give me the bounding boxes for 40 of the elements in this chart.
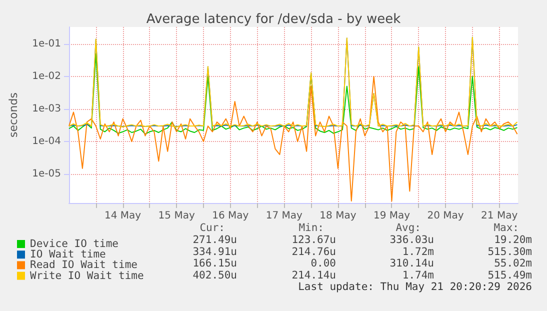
text: 515.49m [488, 269, 532, 282]
text: Max: [494, 222, 519, 234]
text: 402.50u [192, 269, 237, 282]
x-tick-label: 20 May [427, 210, 464, 222]
legend-label: IO Wait time [30, 248, 106, 261]
text: Last update: Thu May 21 20:20:29 2026 [298, 281, 532, 294]
x-tick-label: 18 May [320, 210, 356, 222]
legend-label: Write IO Wait time [30, 270, 144, 282]
text: 336.03u [390, 234, 434, 246]
text: 334.91u [192, 246, 237, 258]
x-tick-label: 16 May [212, 210, 249, 222]
text: 166.15u [192, 258, 237, 270]
text: 55.02m [494, 258, 532, 270]
text: 123.67u [292, 234, 336, 246]
x-tick-label: 14 May [104, 210, 142, 222]
y-tick-label: 1e-05 [32, 168, 61, 180]
x-tick-label: 17 May [266, 210, 303, 222]
text: 0.00 [310, 258, 336, 270]
text: Avg: [396, 222, 421, 234]
y-tick-label: 1e-03 [32, 104, 61, 115]
x-tick-label: 19 May [373, 210, 410, 222]
text: 19.20m [494, 234, 532, 246]
text: 515.30m [488, 246, 532, 258]
text: 214.14u [292, 269, 336, 282]
y-tick-label: 1e-01 [32, 38, 61, 50]
text: Cur: [200, 222, 225, 234]
text: Min: [298, 222, 324, 234]
x-tick-label: 21 May [481, 210, 518, 222]
text: 1.74m [402, 269, 434, 282]
text: 310.14u [390, 258, 434, 270]
text: 1.72m [402, 246, 434, 258]
text: 214.76u [292, 246, 336, 258]
y-axis-title: seconds [7, 92, 20, 138]
text: 271.49u [192, 234, 237, 246]
chart-title: Average latency for /dev/sda - by week [146, 12, 402, 27]
y-tick-label: 1e-02 [32, 70, 61, 82]
legend-label: Read IO Wait time [30, 259, 138, 272]
x-tick-label: 15 May [158, 210, 195, 222]
legend-label: Device IO time [30, 238, 119, 250]
y-tick-label: 1e-04 [32, 136, 61, 148]
